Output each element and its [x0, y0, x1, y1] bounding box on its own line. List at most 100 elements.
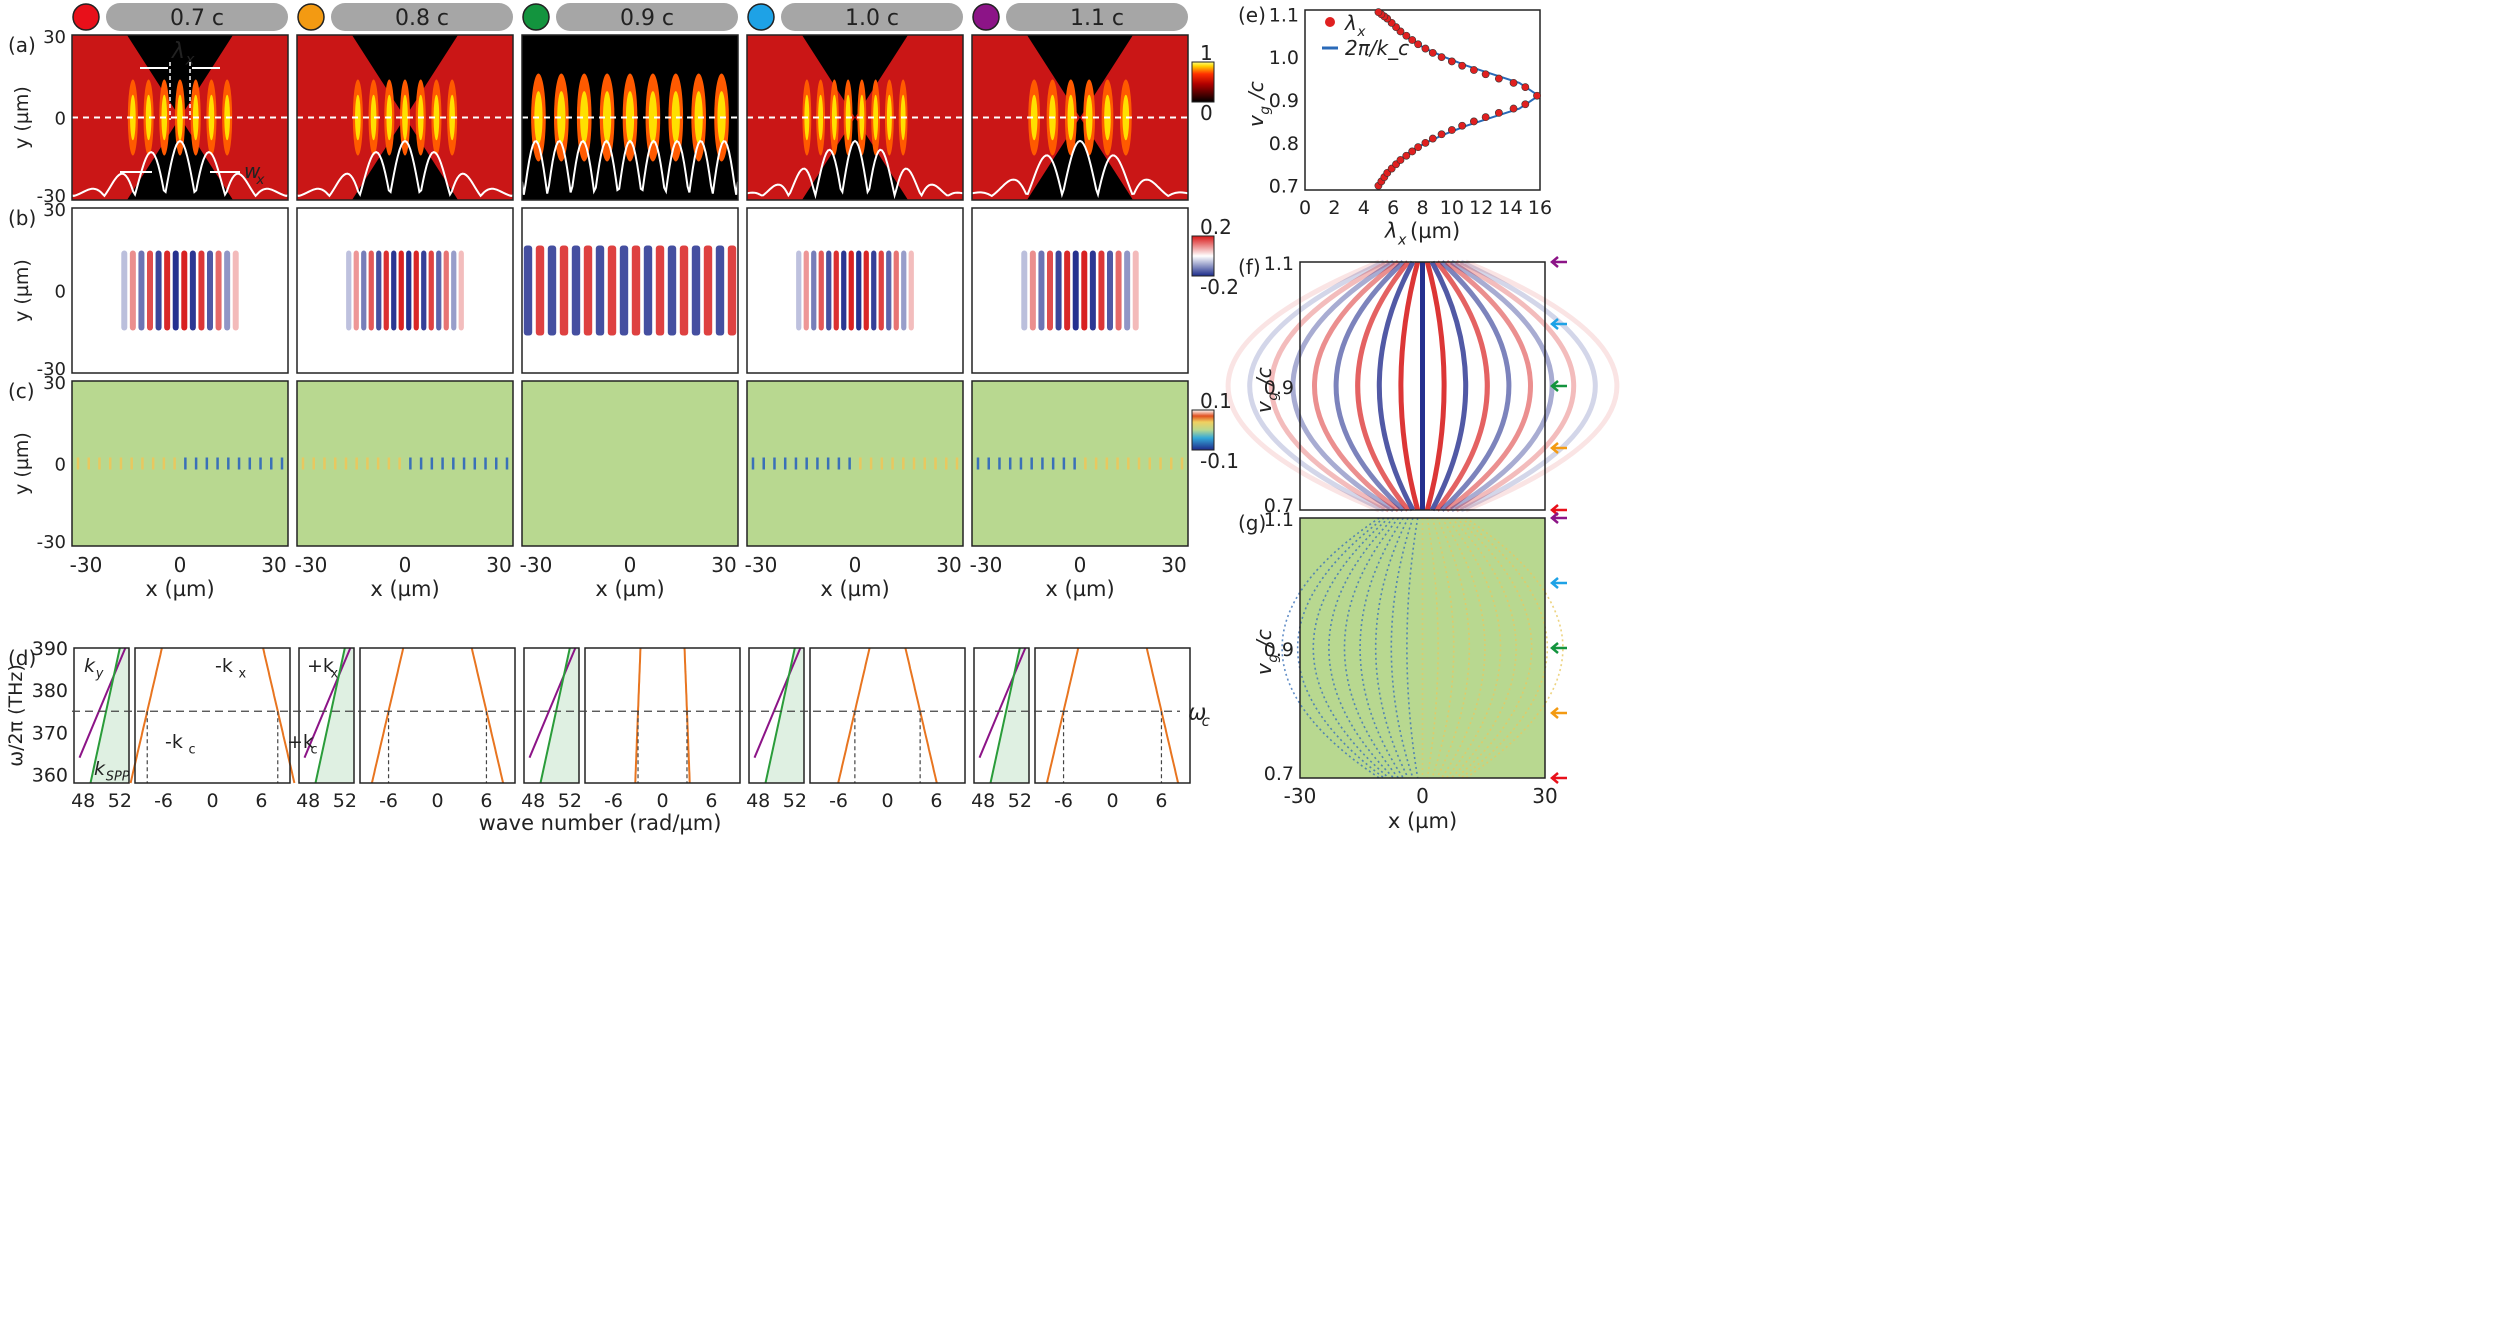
w-x-label-sub: x [255, 172, 265, 188]
speed-arrow-4 [1550, 504, 1567, 516]
e-x-tick-6: 12 [1469, 197, 1493, 219]
panel-frame [746, 380, 964, 547]
x-tick-c-2-2: 30 [711, 553, 736, 577]
plus-kc-label-sub: c [311, 743, 318, 758]
speed-arrow-3 [1550, 707, 1567, 719]
x-beam-left [72, 35, 180, 200]
panel-b-2 [521, 207, 739, 374]
dispersion-branch-r [1145, 647, 1180, 784]
speed-badge-3: 1.0 c [747, 3, 963, 31]
panel-frame [296, 380, 514, 547]
panel-c-2 [521, 380, 739, 547]
y-tick-0-2: -30 [37, 186, 66, 207]
panel-c-bg [72, 381, 288, 546]
data-point [1494, 74, 1503, 83]
g-ylabel: vg/c [1252, 629, 1281, 675]
speed-pill [1006, 3, 1188, 31]
contour-line [1426, 517, 1439, 779]
spp-shade [765, 648, 804, 783]
field-stripe [863, 250, 869, 331]
field-stripe [172, 250, 179, 331]
panel-frame [1299, 517, 1546, 779]
dispersion-branch-r [904, 647, 938, 784]
data-point [1447, 126, 1456, 134]
panel-c-bg [297, 381, 513, 546]
speed-label: 0.8 c [395, 6, 449, 31]
fringe-core [886, 94, 892, 141]
k-right-tick-2: 6 [930, 790, 942, 812]
spp-shade [540, 648, 579, 783]
fringe-core [145, 94, 152, 141]
panel-c-4 [971, 380, 1189, 547]
k-left-tick-1: 52 [333, 790, 357, 812]
panel-b-bg [972, 208, 1188, 373]
panel-frame [746, 207, 964, 374]
plus-kx-label: +kx [307, 655, 339, 682]
spp-shade [90, 648, 129, 783]
y-tick-2-0: 30 [43, 373, 66, 394]
data-point [1481, 70, 1490, 79]
minus-kx-label: -k x [215, 655, 247, 682]
g-ylabel-vg-sub: g [1265, 654, 1281, 663]
omega-tick-2: 370 [32, 722, 68, 744]
speed-pill [781, 3, 963, 31]
f-ylabel-vg-sub: g [1265, 392, 1281, 401]
k-left-tick-1: 52 [1008, 790, 1032, 812]
field-stripe [908, 250, 914, 331]
contour-line [1328, 517, 1395, 779]
x-tick-c-2-1: 0 [624, 553, 637, 577]
panel-b-4 [971, 207, 1189, 374]
kspp-label-main: k [94, 758, 106, 780]
panel-d-2: 48 52 -6 0 6 [521, 647, 741, 812]
field-stripe [1089, 250, 1096, 331]
field-stripe [818, 250, 824, 331]
panel-label-a: (a) [8, 33, 36, 57]
contour-line [1390, 517, 1414, 779]
field-stripe [232, 250, 239, 331]
fringe-core [580, 91, 589, 144]
field-stripe [443, 250, 449, 331]
speed-arrow-2 [1550, 642, 1567, 654]
x-tick-c-2-0: -30 [520, 553, 553, 577]
field-stripe [523, 245, 533, 336]
y-label-b: y (µm) [11, 259, 33, 322]
speed-label: 1.0 c [845, 6, 899, 31]
field-stripe [535, 245, 545, 336]
fringe-core [433, 94, 440, 141]
intensity-profile [296, 139, 514, 198]
kspp-label: k SPP [94, 758, 130, 785]
x-beam-right [855, 35, 963, 200]
k-left-tick-0: 48 [521, 790, 545, 812]
x-beam-right [180, 35, 288, 200]
e-x-tick-7: 14 [1499, 197, 1523, 219]
e-y-tick-3: 0.8 [1269, 133, 1299, 155]
x-tick-c-1-0: -30 [295, 553, 328, 577]
speed-label: 1.1 c [1070, 6, 1124, 31]
legend-dot [1325, 17, 1335, 27]
x-tick-c-0-2: 30 [261, 553, 286, 577]
field-stripe [619, 245, 629, 336]
field-stripe [451, 250, 457, 331]
contour-line [1436, 517, 1470, 779]
g-ylabel-vg: vg [1252, 654, 1281, 675]
field-stripe [607, 245, 617, 336]
field-stripe [1055, 250, 1062, 331]
k-right-tick-0: -6 [604, 790, 623, 812]
panel-frame [971, 380, 1189, 547]
field-stripe [181, 250, 188, 331]
panel-a-3 [746, 34, 964, 201]
field-stripe [803, 250, 809, 331]
e-ylabel-vg-sub: g [1257, 106, 1273, 115]
field-stripe [1021, 250, 1028, 331]
panel-label-d: (d) [8, 646, 36, 670]
panel-frame [521, 34, 739, 201]
contour-line [1465, 517, 1564, 779]
field-stripe [406, 250, 412, 331]
speed-dot [522, 3, 550, 31]
field-stripe [155, 250, 162, 331]
e-ylabel-tail: /c [1244, 81, 1268, 101]
data-point [1458, 61, 1467, 70]
field-stripe [1098, 250, 1105, 331]
panel-c-bg [972, 381, 1188, 546]
